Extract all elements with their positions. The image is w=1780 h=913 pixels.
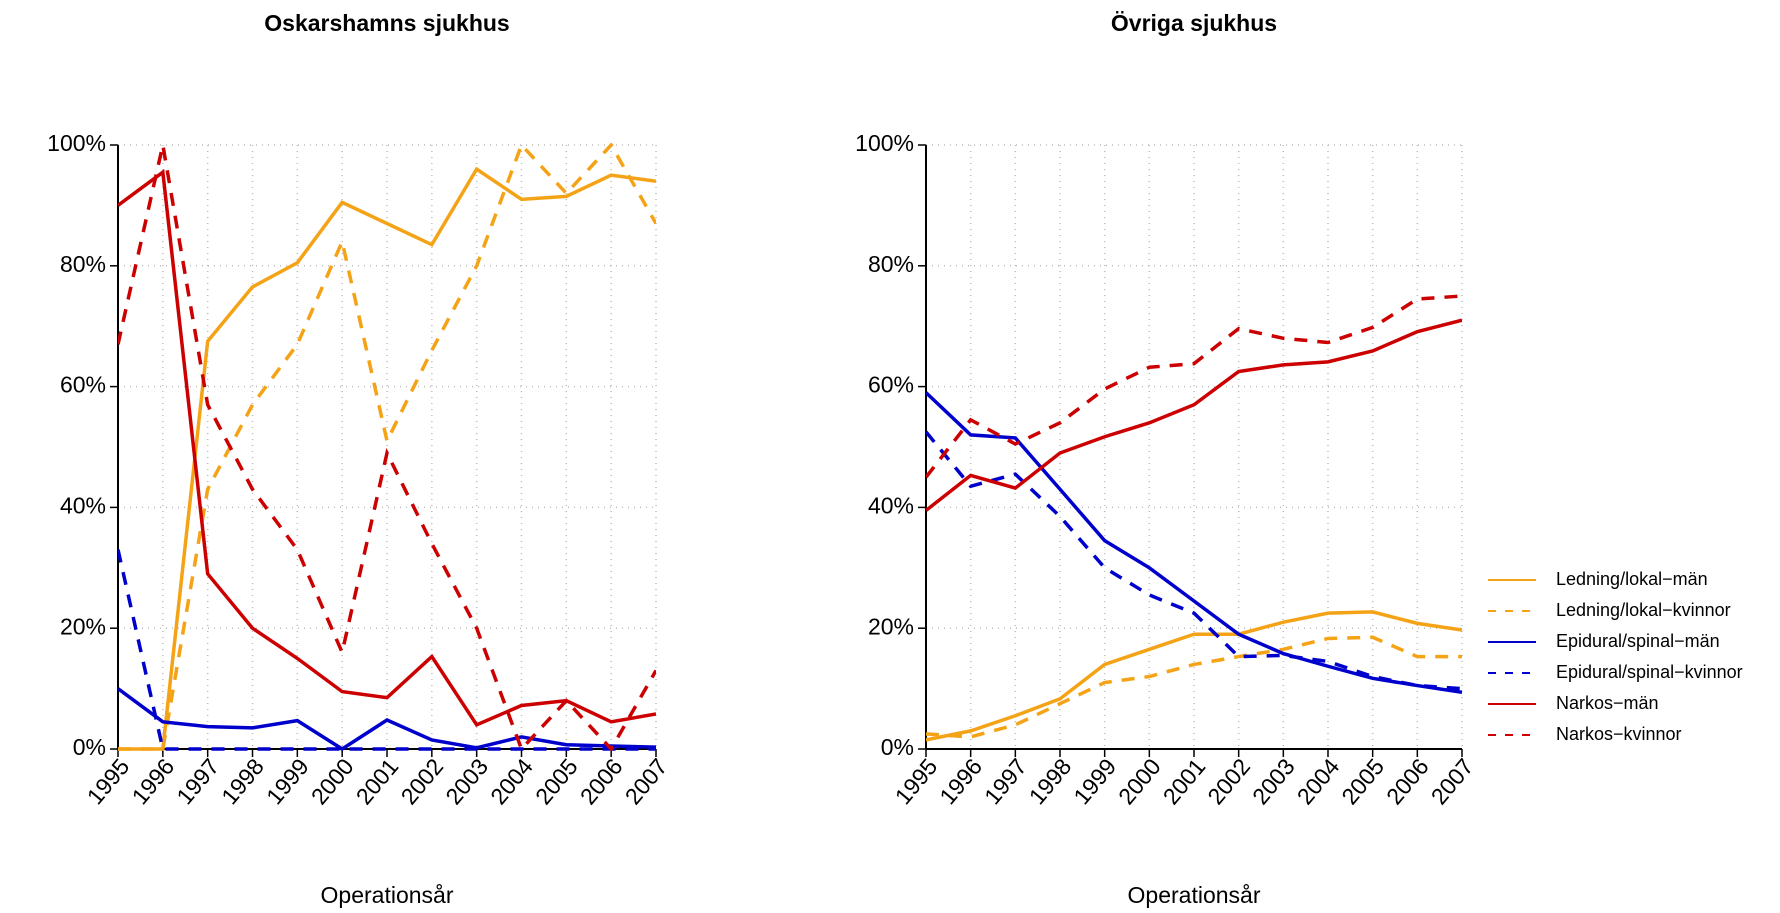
x-tick-label: 1997 [979, 753, 1032, 809]
y-tick-label: 0% [73, 734, 106, 760]
y-tick-label: 100% [47, 130, 106, 156]
x-tick-label: 1997 [171, 753, 224, 809]
x-tick-label: 1996 [127, 753, 180, 809]
x-tick-label: 2003 [1247, 753, 1300, 809]
x-tick-label: 2005 [1336, 753, 1389, 809]
series-line [118, 687, 656, 751]
x-tick-label: 1999 [261, 753, 314, 809]
x-tick-label: 1998 [216, 753, 269, 809]
x-tick-label: 2006 [1381, 753, 1434, 809]
x-tick-label: 2001 [1158, 753, 1211, 809]
x-tick-label: 2002 [396, 753, 449, 809]
y-tick-label: 60% [868, 372, 914, 398]
x-tick-label: 2007 [620, 753, 673, 809]
y-tick-label: 40% [868, 492, 914, 518]
y-tick-label: 40% [60, 492, 106, 518]
y-tick-label: 60% [60, 372, 106, 398]
x-tick-label: 1996 [934, 753, 987, 809]
x-tick-label: 2000 [1113, 753, 1166, 809]
series-line [118, 549, 656, 751]
series-line [926, 318, 1462, 512]
legend-label: Narkos−kvinnor [1556, 724, 1682, 744]
x-tick-label: 2000 [306, 753, 359, 809]
x-tick-label: 2006 [575, 753, 628, 809]
series-line [926, 635, 1462, 739]
x-tick-label: 2007 [1426, 753, 1479, 809]
series-line [118, 168, 656, 728]
legend-label: Epidural/spinal−män [1556, 631, 1720, 651]
x-tick-label: 2004 [1292, 753, 1345, 809]
x-tick-label: 1995 [82, 753, 135, 809]
series-line [926, 294, 1462, 479]
y-tick-label: 80% [60, 251, 106, 277]
x-axis-label: Operationsår [1128, 882, 1261, 908]
legend-label: Ledning/lokal−kvinnor [1556, 600, 1731, 620]
series-line [926, 610, 1462, 742]
legend-label: Epidural/spinal−kvinnor [1556, 662, 1743, 682]
chart-title: Oskarshamns sjukhus [264, 10, 509, 36]
y-tick-label: 20% [60, 613, 106, 639]
x-tick-label: 2005 [530, 753, 583, 809]
series-line [926, 430, 1462, 691]
legend-label: Narkos−män [1556, 693, 1659, 713]
legend-label: Ledning/lokal−män [1556, 569, 1708, 589]
x-tick-label: 2003 [440, 753, 493, 809]
y-tick-label: 100% [855, 130, 914, 156]
series-line [926, 391, 1462, 694]
x-axis-label: Operationsår [321, 882, 454, 908]
series-line [118, 143, 656, 751]
chart-title: Övriga sjukhus [1111, 10, 1277, 36]
x-tick-label: 1999 [1068, 753, 1121, 809]
y-tick-label: 0% [881, 734, 914, 760]
x-tick-label: 2001 [351, 753, 404, 809]
series-line [118, 166, 656, 751]
x-tick-label: 2002 [1202, 753, 1255, 809]
y-tick-label: 20% [868, 613, 914, 639]
x-tick-label: 1998 [1024, 753, 1077, 809]
x-tick-label: 1995 [890, 753, 943, 809]
y-tick-label: 80% [868, 251, 914, 277]
series-line [118, 144, 656, 751]
x-tick-label: 2004 [485, 753, 538, 809]
